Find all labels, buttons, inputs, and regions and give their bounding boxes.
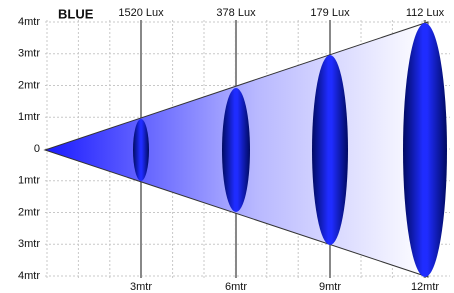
title: BLUE <box>58 6 94 21</box>
y-label: 1mtr <box>18 111 40 123</box>
beam-spot <box>133 119 149 181</box>
beam-spot <box>403 23 447 277</box>
beam-spot <box>312 55 348 245</box>
lux-label: 1520 Lux <box>118 7 164 19</box>
lux-label: 112 Lux <box>406 7 445 19</box>
lux-label: 179 Lux <box>310 7 350 19</box>
lux-label: 378 Lux <box>216 7 256 19</box>
distance-label: 9mtr <box>319 281 341 293</box>
y-label: 4mtr <box>18 270 40 282</box>
y-label: 2mtr <box>18 79 40 91</box>
y-label: 3mtr <box>18 238 40 250</box>
y-label: 2mtr <box>18 206 40 218</box>
distance-label: 12mtr <box>411 281 439 293</box>
y-label: 3mtr <box>18 48 40 60</box>
beam-diagram: BLUE 4mtr 3mtr 2mtr 1mtr 0 1mtr 2mtr 3mtr 4mtr 3m… <box>0 0 454 293</box>
y-label: 4mtr <box>18 16 40 28</box>
distance-label: 3mtr <box>130 281 152 293</box>
beam-spot <box>222 88 250 212</box>
distance-label: 6mtr <box>225 281 247 293</box>
y-label: 0 <box>34 143 40 155</box>
y-label: 1mtr <box>18 175 40 187</box>
